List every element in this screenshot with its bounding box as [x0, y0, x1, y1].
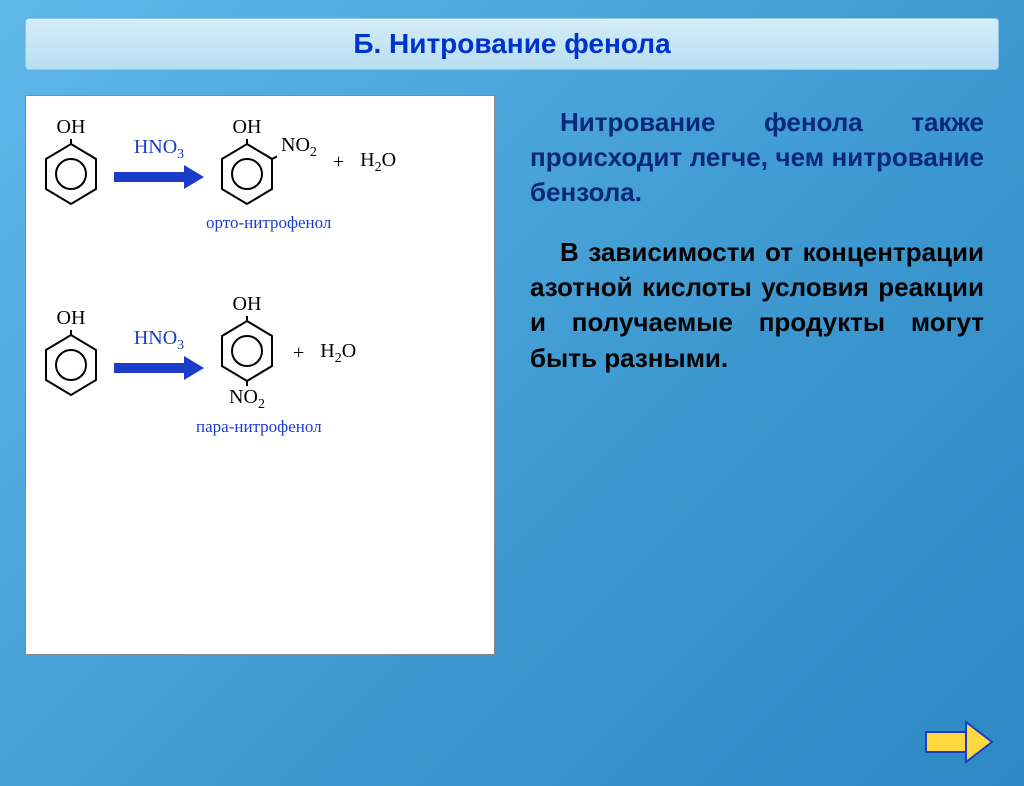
oh-label: OH [233, 116, 262, 139]
title-bar: Б. Нитрование фенола [25, 18, 999, 70]
reaction-diagram-panel: OH HNO3 [25, 95, 495, 655]
next-slide-button[interactable] [924, 718, 994, 766]
water-byproduct: H2O [360, 149, 396, 176]
product-para-nitrophenol: OH NO2 [217, 293, 277, 413]
oh-label: OH [57, 116, 86, 139]
oh-label: OH [57, 307, 86, 330]
benzene-ring-icon [41, 330, 101, 400]
product-name-para: пара-нитрофенол [196, 417, 479, 437]
arrow-icon [114, 165, 204, 189]
reactant-phenol-1: OH [41, 116, 101, 209]
reaction-ortho: OH HNO3 [41, 116, 479, 233]
product-name-ortho: орто-нитрофенол [206, 213, 479, 233]
benzene-ring-icon [217, 316, 277, 386]
plus-sign: + [293, 342, 304, 365]
benzene-ring-icon [217, 139, 277, 209]
content-area: OH HNO3 [25, 95, 999, 655]
reaction-arrow-2: HNO3 [114, 327, 204, 380]
oh-label: OH [233, 293, 262, 316]
no2-label: NO2 [281, 134, 317, 161]
next-arrow-icon [924, 718, 994, 766]
text-panel: Нитрование фенола также происходит легче… [515, 95, 999, 655]
reagent-label: HNO3 [134, 136, 184, 163]
reagent-label: HNO3 [134, 327, 184, 354]
paragraph-2: В зависимости от концентрации азотной ки… [530, 235, 984, 375]
slide-title: Б. Нитрование фенола [353, 28, 670, 60]
water-byproduct: H2O [320, 340, 356, 367]
paragraph-1: Нитрование фенола также происходит легче… [530, 105, 984, 210]
reactant-phenol-2: OH [41, 307, 101, 400]
reaction-para: OH HNO3 OH [41, 293, 479, 437]
plus-sign: + [333, 151, 344, 174]
reaction-arrow-1: HNO3 [114, 136, 204, 189]
benzene-ring-icon [41, 139, 101, 209]
product-ortho-nitrophenol: OH NO2 [217, 116, 317, 209]
no2-label: NO2 [229, 386, 265, 413]
arrow-icon [114, 356, 204, 380]
